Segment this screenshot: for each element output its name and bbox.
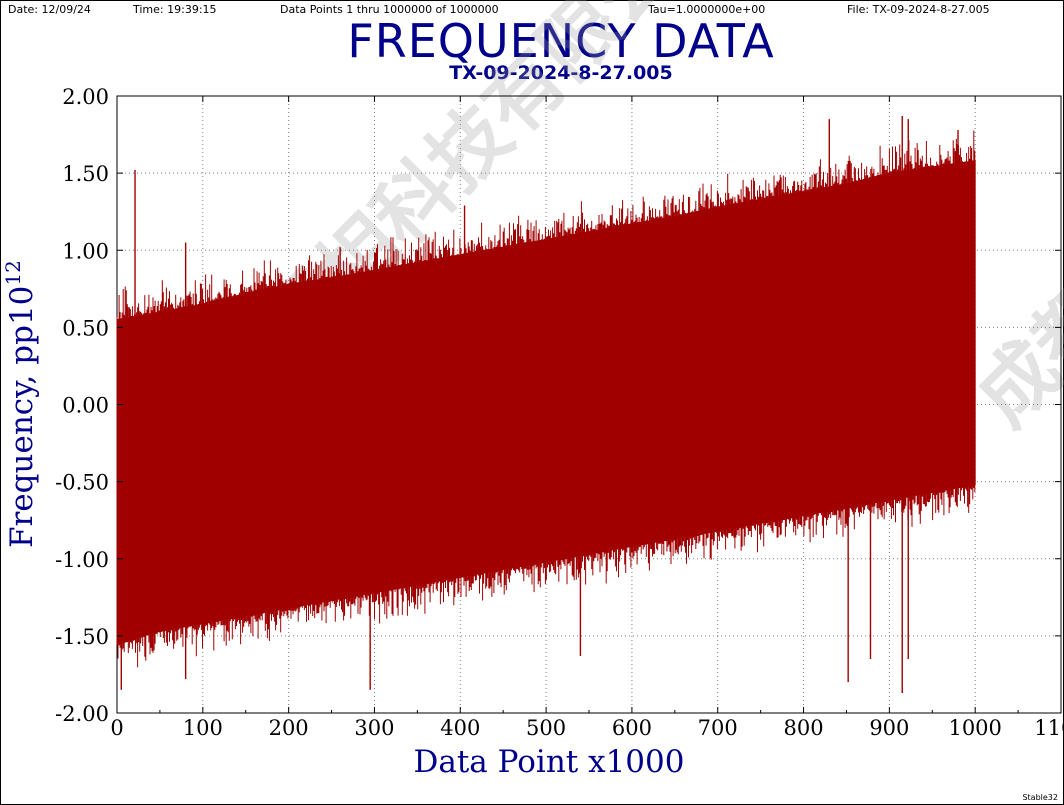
x-tick-label: 100 [183, 716, 223, 740]
footer-tag: Stable32 [1022, 793, 1058, 802]
y-tick-label: 0.50 [62, 316, 109, 340]
x-tick-label: 800 [783, 716, 823, 740]
frequency-series-noise [116, 130, 976, 668]
y-tick-label: 2.00 [62, 85, 109, 109]
header-tau: Tau=1.0000000e+00 [648, 3, 766, 16]
x-tick-label: 900 [869, 716, 909, 740]
chart-title: FREQUENCY DATA [347, 14, 775, 68]
y-tick-label: -1.50 [55, 625, 109, 649]
x-tick-label: 700 [698, 716, 738, 740]
y-tick-label: -0.50 [55, 471, 109, 495]
x-tick-label: 300 [354, 716, 394, 740]
y-axis-label-exponent: 12 [1, 260, 25, 285]
header-date: Date: 12/09/24 [8, 3, 91, 16]
header-file: File: TX-09-2024-8-27.005 [847, 3, 990, 16]
y-tick-label: -1.00 [55, 548, 109, 572]
x-tick-label: 0 [110, 716, 123, 740]
header-time: Time: 19:39:15 [133, 3, 217, 16]
y-tick-label: 1.50 [62, 162, 109, 186]
y-axis-label: Frequency, pp1012 [1, 260, 40, 548]
frequency-series-band [116, 160, 976, 645]
y-tick-label: -2.00 [55, 702, 109, 726]
x-tick-label: 500 [526, 716, 566, 740]
x-tick-label: 600 [612, 716, 652, 740]
x-tick-label: 400 [440, 716, 480, 740]
y-axis-label-main: Frequency, pp10 [4, 286, 40, 548]
x-axis-label: Data Point x1000 [414, 744, 685, 780]
x-tick-label: 1100 [1034, 716, 1064, 740]
x-tick-label: 200 [269, 716, 309, 740]
y-tick-label: 1.00 [62, 239, 109, 263]
header-data-points: Data Points 1 thru 1000000 of 1000000 [280, 3, 499, 16]
chart-subtitle: TX-09-2024-8-27.005 [449, 62, 673, 84]
x-tick-label: 1000 [948, 716, 1001, 740]
y-tick-label: 0.00 [62, 394, 109, 418]
